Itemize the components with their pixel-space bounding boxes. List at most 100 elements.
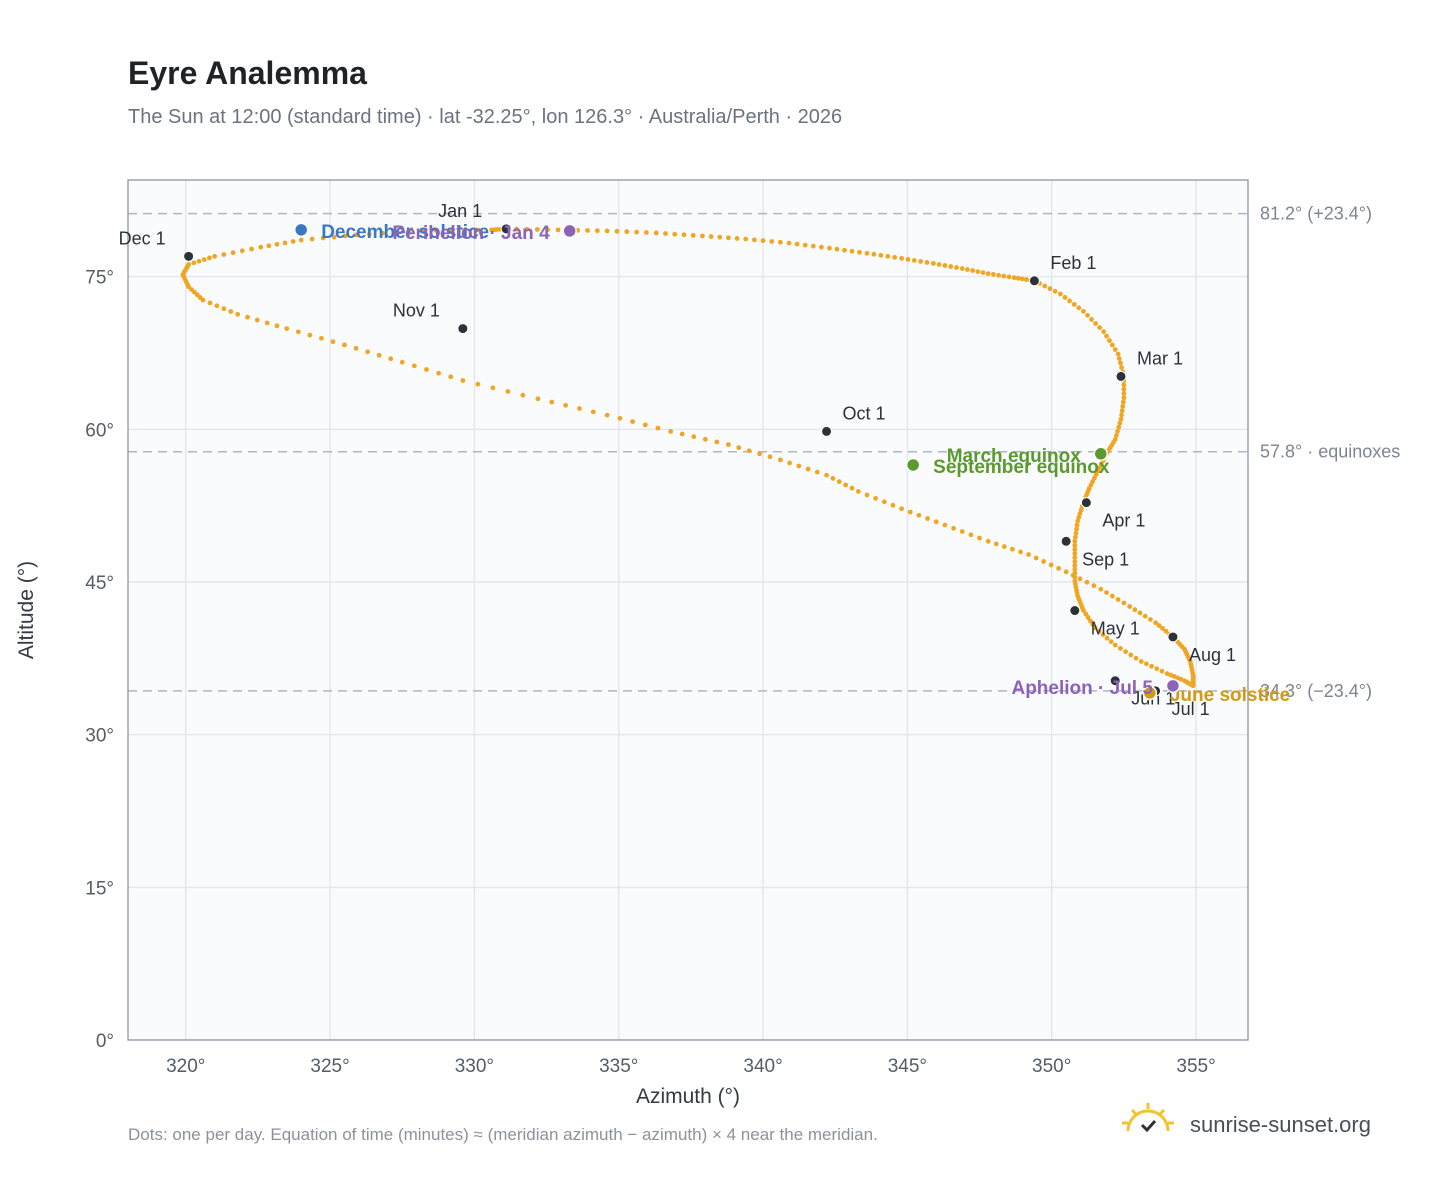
plot-frame: [127, 179, 1249, 1041]
daily-dot: [717, 234, 723, 240]
daily-dot: [734, 236, 740, 241]
daily-dot: [1072, 566, 1078, 572]
daily-dot: [818, 244, 824, 250]
daily-dot: [700, 233, 705, 239]
daily-dot: [549, 399, 555, 405]
daily-dot: [274, 323, 280, 329]
daily-dot: [1041, 559, 1047, 564]
daily-dot: [834, 246, 840, 252]
daily-dot: [948, 264, 954, 269]
daily-dot: [1137, 610, 1143, 616]
month-marker-label: Sep 1: [1082, 549, 1129, 569]
daily-dot: [925, 516, 930, 521]
daily-dot: [1072, 563, 1078, 568]
daily-dot: [787, 460, 793, 466]
daily-dot: [460, 378, 466, 383]
daily-dot: [1104, 333, 1109, 339]
daily-dot: [691, 434, 697, 440]
month-marker: [183, 250, 195, 262]
daily-dot: [805, 466, 811, 472]
daily-dot: [1120, 399, 1126, 405]
daily-dot: [1156, 623, 1162, 628]
daily-dot: [827, 245, 832, 251]
y-tick-label: 15°: [85, 878, 114, 899]
month-marker-label: Apr 1: [1102, 511, 1145, 531]
daily-dot: [1153, 620, 1159, 626]
event-label: Perihelion · Jan 4: [392, 223, 550, 244]
daily-dot: [959, 529, 965, 534]
daily-dot: [448, 374, 454, 380]
month-marker-label: Nov 1: [393, 301, 440, 321]
daily-dot: [1109, 593, 1115, 599]
daily-dot: [814, 469, 820, 475]
daily-dot: [743, 236, 749, 242]
daily-dot: [1072, 538, 1078, 544]
y-tick-label: 30°: [85, 726, 114, 747]
daily-dot: [708, 234, 714, 239]
month-marker-label: Dec 1: [119, 228, 166, 248]
x-tick-label: 320°: [166, 1056, 205, 1077]
daily-dot: [420, 228, 425, 234]
daily-dot: [1142, 613, 1148, 619]
daily-dot: [274, 241, 280, 247]
daily-dot: [424, 367, 429, 372]
reference-lines: 81.2° (+23.4°) 57.8° · equinoxes 34.3° (−2…: [128, 204, 1400, 701]
daily-dot: [1048, 562, 1054, 568]
month-marker: [1115, 370, 1127, 382]
daily-dot: [365, 349, 370, 355]
daily-dot: [767, 454, 773, 460]
daily-dot: [585, 228, 590, 233]
y-tick-label: 0°: [96, 1031, 114, 1052]
sun-icon: [1122, 1103, 1174, 1133]
daily-dot: [1072, 534, 1078, 540]
month-marker-label: Aug 1: [1189, 645, 1236, 665]
event-label: September equinox: [933, 457, 1110, 478]
daily-dot: [855, 489, 861, 494]
daily-dot: [918, 259, 924, 264]
brand-logo: [1122, 1103, 1174, 1133]
daily-dot: [1018, 549, 1023, 555]
daily-dot: [594, 228, 600, 234]
daily-dot: [634, 229, 640, 235]
daily-dot: [1115, 428, 1120, 434]
chart-subtitle: The Sun at 12:00 (standard time) · lat -…: [128, 106, 842, 128]
daily-dot: [1163, 628, 1169, 634]
daily-dot: [702, 436, 708, 442]
daily-dot: [751, 237, 757, 243]
daily-dot: [245, 314, 250, 320]
month-marker-label: Jan 1: [438, 201, 482, 221]
x-tick-label: 330°: [455, 1056, 494, 1077]
daily-dot: [534, 227, 540, 232]
daily-dot: [1097, 325, 1103, 330]
daily-dot: [1072, 555, 1078, 560]
daily-dot: [736, 445, 742, 451]
daily-dot: [980, 270, 986, 276]
daily-dot: [996, 272, 1001, 278]
daily-dot: [777, 239, 783, 245]
daily-dot: [1070, 572, 1076, 578]
daily-dot: [1113, 433, 1119, 438]
daily-dot: [681, 232, 687, 238]
daily-dot: [411, 363, 417, 369]
daily-dot: [1115, 351, 1121, 357]
daily-dot: [1101, 329, 1107, 335]
daily-dot: [1160, 626, 1165, 631]
daily-dot: [1081, 608, 1086, 613]
event-marker: [905, 457, 921, 473]
daily-dot: [857, 249, 862, 255]
daily-dot: [936, 262, 942, 267]
daily-dot: [555, 227, 561, 233]
daily-dot: [399, 359, 405, 365]
daily-dot: [221, 306, 227, 312]
daily-dot: [836, 479, 842, 485]
month-marker-label: Oct 1: [843, 403, 886, 423]
event-marker: [1165, 678, 1181, 694]
daily-dot: [1072, 542, 1078, 548]
daily-dot: [1104, 590, 1109, 595]
daily-dot: [630, 419, 635, 425]
daily-dot: [228, 309, 234, 314]
daily-dot: [878, 252, 884, 258]
daily-dot: [505, 389, 511, 394]
daily-dot: [1116, 356, 1122, 361]
